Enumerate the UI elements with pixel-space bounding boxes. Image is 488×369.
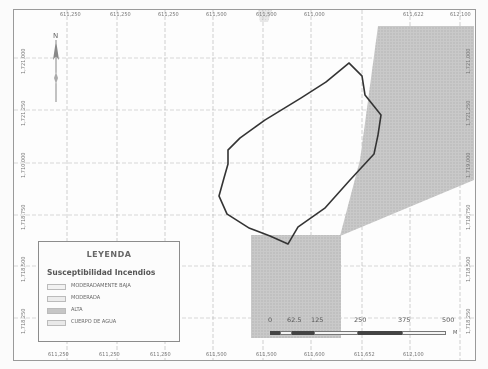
x-tick-bottom-1: 611,250 (48, 352, 69, 358)
legend-label-moderate-low: MODERADAMENTE BAJA (71, 283, 131, 289)
y-tick-left-4: 1,718,750 (21, 205, 27, 230)
scale-label-375: 375 (398, 316, 411, 324)
legend-label-moderate: MODERADA (71, 295, 101, 301)
scale-label-62-5: 62.5 (287, 316, 302, 324)
legend-swatch-high (47, 308, 66, 314)
x-tick-top-6: 611,000 (304, 12, 325, 18)
scale-bar: 0 62.5 125 250 375 500 M (250, 316, 470, 346)
scale-segment-5 (358, 331, 402, 335)
y-tick-left-5: 1,718,500 (21, 257, 27, 282)
scale-label-0: 0 (268, 316, 273, 324)
scale-label-250: 250 (354, 316, 367, 324)
x-tick-top-7: 611,622 (403, 12, 424, 18)
y-tick-right-5: 1,718,500 (466, 257, 472, 282)
x-tick-bottom-7: 611,652 (354, 352, 375, 358)
y-tick-left-1: 1,721,000 (21, 49, 27, 74)
y-tick-left-6: 1,718,250 (21, 309, 27, 334)
north-arrow-icon (53, 40, 59, 102)
y-tick-right-2: 1,721,250 (466, 101, 472, 126)
scale-segment-1 (270, 331, 280, 335)
y-tick-right-3: 1,719,000 (466, 153, 472, 178)
legend: LEYENDA Susceptibilidad Incendios MODERA… (38, 241, 180, 342)
y-tick-right-6: 1,718,250 (466, 309, 472, 334)
zone-high-east (340, 26, 474, 236)
y-tick-right-1: 1,721,000 (466, 49, 472, 74)
y-tick-left-2: 1,721,250 (21, 101, 27, 126)
legend-swatch-water-body (47, 320, 66, 326)
study-area-boundary[interactable] (218, 62, 382, 245)
scale-segment-3 (292, 331, 314, 335)
legend-title: LEYENDA (86, 250, 132, 259)
scale-unit: M (453, 330, 458, 336)
legend-label-high: ALTA (71, 307, 83, 313)
y-tick-left-3: 1,710,000 (21, 153, 27, 178)
scale-segment-4 (314, 331, 358, 335)
x-axis-bottom-labels: 611,250 611,250 611,250 611,500 611,500 … (48, 352, 424, 358)
y-axis-right-labels: 1,721,000 1,721,250 1,719,000 1,718,750 … (466, 49, 472, 334)
legend-swatch-moderate-low (47, 284, 66, 290)
x-tick-bottom-6: 611,600 (304, 352, 325, 358)
zone-high-top (258, 10, 272, 22)
x-tick-bottom-5: 611,500 (256, 352, 277, 358)
legend-label-water-body: CUERPO DE AGUA (71, 319, 117, 325)
x-tick-top-4: 611,500 (206, 12, 227, 18)
zone-high-south[interactable] (251, 235, 341, 338)
scale-segment-2 (280, 331, 292, 335)
x-tick-bottom-8: 612,100 (403, 352, 424, 358)
x-tick-bottom-4: 611,500 (206, 352, 227, 358)
x-tick-top-8: 612,100 (450, 12, 471, 18)
x-tick-top-1: 611,250 (60, 12, 81, 18)
y-axis-left-labels: 1,721,000 1,721,250 1,710,000 1,718,750 … (21, 49, 27, 334)
north-arrow-label: N (53, 32, 58, 40)
y-tick-right-4: 1,718,750 (466, 205, 472, 230)
scale-label-500: 500 (442, 316, 455, 324)
legend-subtitle: Susceptibilidad Incendios (47, 268, 156, 277)
legend-swatch-moderate (47, 296, 66, 302)
x-tick-bottom-2: 611,250 (99, 352, 120, 358)
scale-label-125: 125 (311, 316, 324, 324)
x-tick-bottom-3: 611,250 (150, 352, 171, 358)
x-tick-top-2: 611,250 (110, 12, 131, 18)
x-tick-top-5: 611,500 (256, 12, 277, 18)
x-axis-top-labels: 611,250 611,250 611,250 611,500 611,500 … (60, 12, 471, 18)
x-tick-top-3: 611,250 (158, 12, 179, 18)
scale-segment-6 (402, 331, 446, 335)
